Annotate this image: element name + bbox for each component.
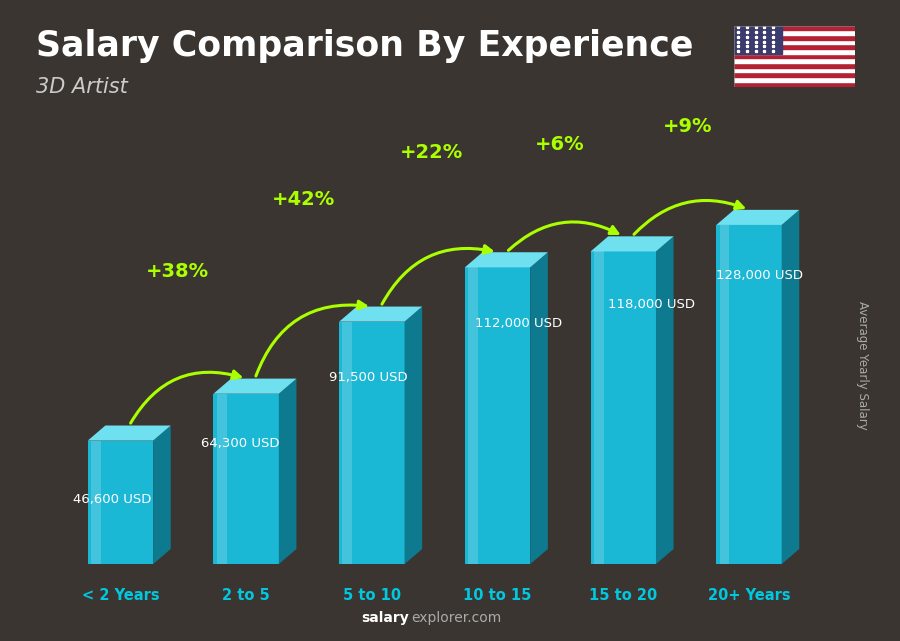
Polygon shape (87, 426, 171, 440)
Text: 128,000 USD: 128,000 USD (716, 269, 803, 282)
Polygon shape (339, 306, 422, 322)
Text: 20+ Years: 20+ Years (707, 588, 790, 603)
Polygon shape (217, 394, 227, 564)
Polygon shape (153, 426, 171, 564)
Polygon shape (87, 440, 153, 564)
Polygon shape (716, 225, 782, 564)
Polygon shape (279, 379, 296, 564)
Bar (734, 40, 855, 44)
Text: +9%: +9% (663, 117, 713, 136)
Text: +38%: +38% (146, 262, 209, 281)
Polygon shape (213, 394, 279, 564)
Polygon shape (465, 267, 530, 564)
Text: 112,000 USD: 112,000 USD (475, 317, 562, 330)
Polygon shape (530, 253, 548, 564)
Bar (734, 26, 855, 30)
Text: 118,000 USD: 118,000 USD (608, 298, 695, 311)
Bar (734, 30, 855, 35)
Text: < 2 Years: < 2 Years (82, 588, 159, 603)
Polygon shape (468, 267, 478, 564)
Bar (734, 63, 855, 68)
Bar (734, 77, 855, 82)
Text: 15 to 20: 15 to 20 (590, 588, 657, 603)
Text: +42%: +42% (272, 190, 335, 209)
Bar (734, 58, 855, 63)
Polygon shape (716, 210, 799, 225)
Text: 3D Artist: 3D Artist (36, 77, 128, 97)
Text: explorer.com: explorer.com (411, 611, 501, 625)
Polygon shape (91, 440, 101, 564)
Polygon shape (213, 379, 296, 394)
Text: 46,600 USD: 46,600 USD (73, 494, 151, 506)
Polygon shape (342, 322, 352, 564)
Text: +6%: +6% (535, 135, 585, 154)
Polygon shape (404, 306, 422, 564)
Polygon shape (720, 225, 729, 564)
Text: 10 to 15: 10 to 15 (464, 588, 532, 603)
Polygon shape (465, 253, 548, 267)
Bar (734, 44, 855, 49)
Bar (734, 72, 855, 77)
Polygon shape (594, 251, 604, 564)
Text: Salary Comparison By Experience: Salary Comparison By Experience (36, 29, 693, 63)
Text: 64,300 USD: 64,300 USD (201, 437, 279, 449)
Polygon shape (656, 237, 673, 564)
Text: Average Yearly Salary: Average Yearly Salary (856, 301, 868, 429)
Polygon shape (339, 322, 404, 564)
Text: 91,500 USD: 91,500 USD (329, 371, 408, 384)
Bar (734, 35, 855, 40)
Bar (734, 49, 855, 54)
Text: salary: salary (362, 611, 410, 625)
Text: 2 to 5: 2 to 5 (222, 588, 270, 603)
Bar (734, 26, 782, 54)
Text: +22%: +22% (400, 144, 464, 162)
Polygon shape (590, 237, 673, 251)
Polygon shape (590, 251, 656, 564)
Polygon shape (782, 210, 799, 564)
Bar (734, 68, 855, 72)
Bar (734, 54, 855, 58)
Text: 5 to 10: 5 to 10 (343, 588, 400, 603)
Bar (734, 82, 855, 87)
